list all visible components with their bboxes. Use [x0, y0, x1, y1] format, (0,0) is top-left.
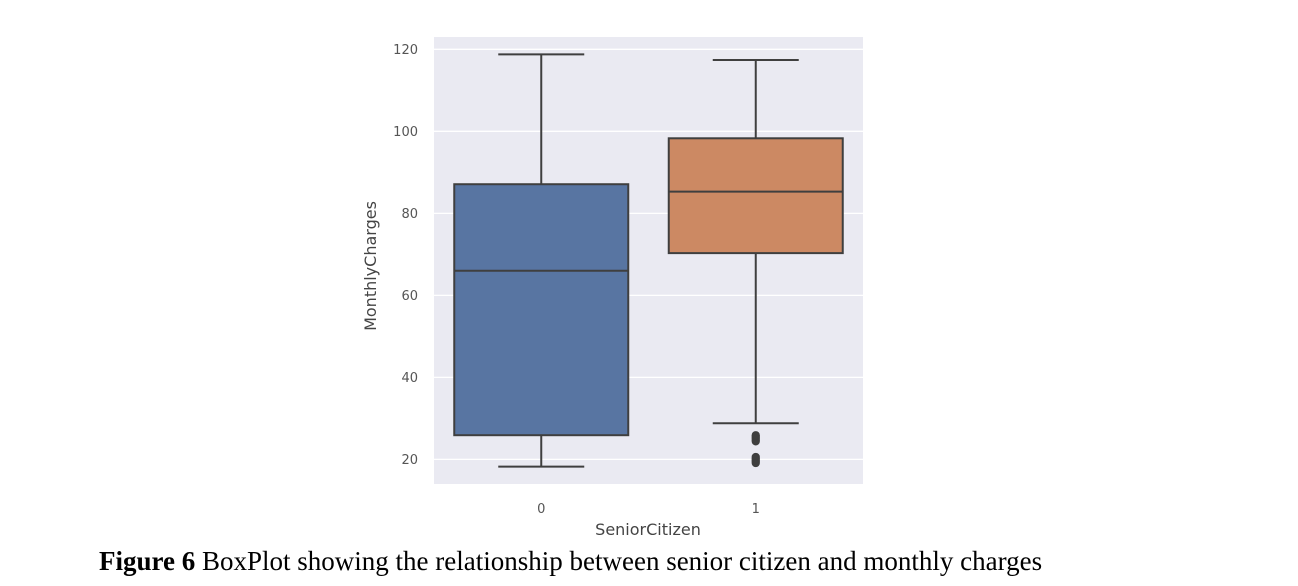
y-tick-label: 60: [401, 289, 418, 304]
x-tick-label: 1: [752, 502, 760, 517]
figure-caption-text: BoxPlot showing the relationship between…: [195, 546, 1043, 576]
box-iqr: [453, 183, 630, 437]
y-tick-label: 120: [393, 43, 418, 58]
box-iqr: [667, 137, 844, 255]
outlier-point: [751, 452, 760, 462]
outlier-point: [751, 431, 760, 440]
y-tick-label: 20: [401, 453, 418, 468]
x-axis-label: SeniorCitizen: [595, 520, 701, 539]
y-axis-ticks: 20 40 60 80 100 120: [393, 43, 418, 468]
y-axis-label: MonthlyCharges: [361, 201, 380, 331]
y-tick-label: 80: [401, 207, 418, 222]
y-tick-label: 100: [393, 125, 418, 140]
figure-caption: Figure 6 BoxPlot showing the relationshi…: [99, 546, 1042, 577]
x-tick-label: 0: [537, 502, 545, 517]
y-tick-label: 40: [401, 371, 418, 386]
figure-caption-label: Figure 6: [99, 546, 196, 576]
box-series: [453, 53, 844, 468]
